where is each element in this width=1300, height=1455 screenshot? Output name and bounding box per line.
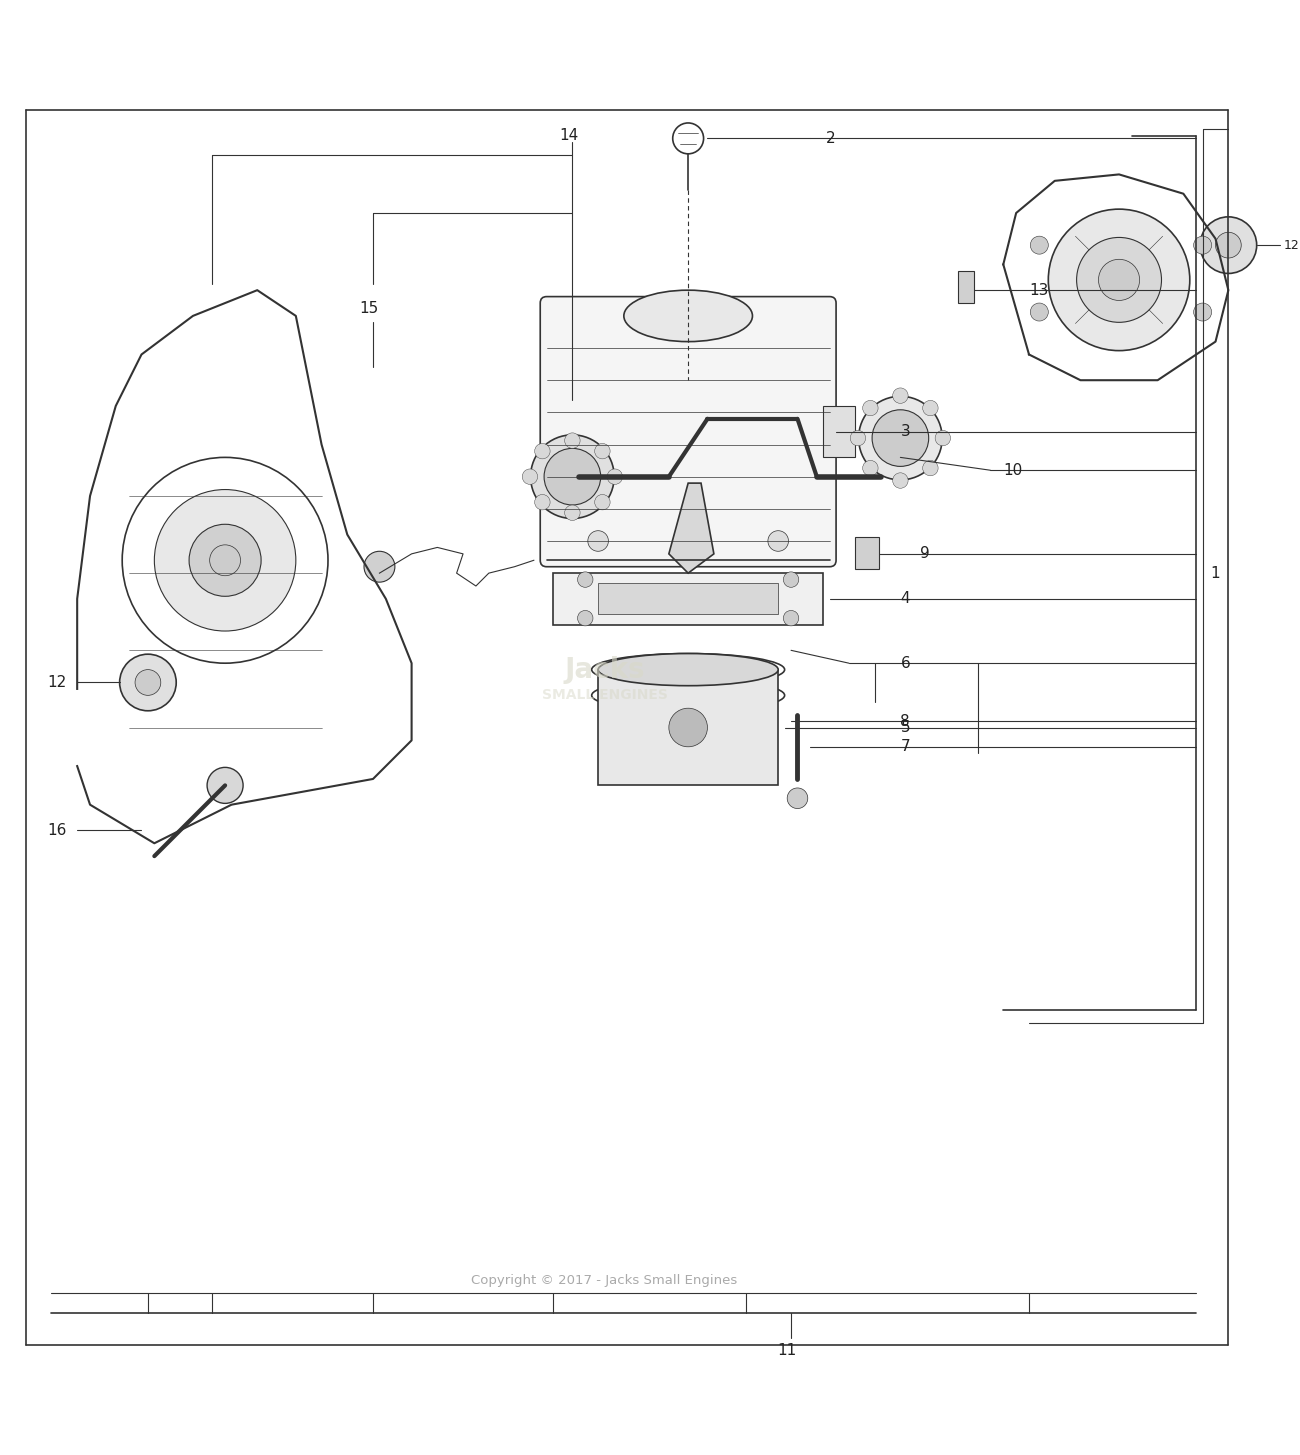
Circle shape	[1193, 303, 1212, 322]
Circle shape	[523, 469, 538, 485]
Circle shape	[893, 473, 909, 489]
Circle shape	[872, 410, 928, 467]
Ellipse shape	[620, 687, 755, 703]
Circle shape	[577, 611, 593, 626]
Text: SMALL ENGINES: SMALL ENGINES	[542, 688, 667, 703]
Circle shape	[534, 495, 550, 509]
Circle shape	[564, 434, 580, 448]
Circle shape	[364, 551, 395, 582]
Text: 12: 12	[48, 675, 66, 690]
Text: 7: 7	[901, 739, 910, 754]
Circle shape	[923, 400, 939, 416]
Text: 8: 8	[901, 713, 910, 729]
Bar	[598, 669, 779, 786]
Circle shape	[923, 460, 939, 476]
Circle shape	[1200, 217, 1257, 274]
Text: 4: 4	[901, 591, 910, 607]
Circle shape	[768, 531, 789, 551]
Circle shape	[863, 460, 878, 476]
Text: 3: 3	[901, 425, 910, 439]
Circle shape	[1098, 259, 1140, 301]
Circle shape	[1216, 233, 1241, 258]
Text: Copyright © 2017 - Jacks Small Engines: Copyright © 2017 - Jacks Small Engines	[472, 1275, 737, 1288]
Circle shape	[120, 655, 177, 711]
Circle shape	[1076, 237, 1161, 323]
Circle shape	[1031, 303, 1048, 322]
Circle shape	[594, 495, 610, 509]
Text: 2: 2	[826, 131, 836, 146]
Circle shape	[1031, 236, 1048, 255]
Circle shape	[594, 444, 610, 458]
Ellipse shape	[530, 435, 614, 518]
Bar	[855, 537, 879, 569]
Text: Jacks: Jacks	[564, 656, 645, 684]
Circle shape	[188, 524, 261, 597]
Bar	[823, 406, 855, 457]
Text: 11: 11	[777, 1343, 797, 1358]
Circle shape	[588, 531, 608, 551]
Circle shape	[534, 444, 550, 458]
Circle shape	[863, 400, 878, 416]
Text: 14: 14	[559, 128, 578, 144]
Circle shape	[209, 544, 240, 576]
Circle shape	[850, 431, 866, 445]
Circle shape	[607, 469, 623, 485]
Text: 10: 10	[1004, 463, 1023, 477]
Circle shape	[207, 767, 243, 803]
Circle shape	[935, 431, 950, 445]
Circle shape	[155, 489, 296, 631]
Circle shape	[1193, 236, 1212, 255]
Text: 9: 9	[919, 547, 929, 562]
Ellipse shape	[624, 290, 753, 342]
Text: 15: 15	[360, 301, 378, 316]
Text: 16: 16	[48, 824, 66, 838]
Polygon shape	[670, 483, 714, 573]
Bar	[958, 271, 974, 303]
Circle shape	[135, 669, 161, 695]
Polygon shape	[552, 573, 823, 624]
FancyBboxPatch shape	[541, 297, 836, 566]
Circle shape	[788, 789, 807, 809]
Text: 1: 1	[1210, 566, 1221, 581]
Circle shape	[577, 572, 593, 588]
Circle shape	[1048, 210, 1190, 351]
Ellipse shape	[858, 396, 942, 480]
Text: 5: 5	[901, 720, 910, 735]
Text: 6: 6	[901, 656, 910, 671]
Circle shape	[784, 611, 798, 626]
Bar	[598, 583, 779, 614]
Text: 12: 12	[1283, 239, 1300, 252]
Circle shape	[564, 505, 580, 521]
Circle shape	[893, 388, 909, 403]
Ellipse shape	[620, 662, 755, 678]
Circle shape	[784, 572, 798, 588]
Text: 13: 13	[1030, 282, 1048, 298]
Ellipse shape	[598, 653, 779, 685]
Circle shape	[670, 709, 707, 746]
Circle shape	[545, 448, 601, 505]
